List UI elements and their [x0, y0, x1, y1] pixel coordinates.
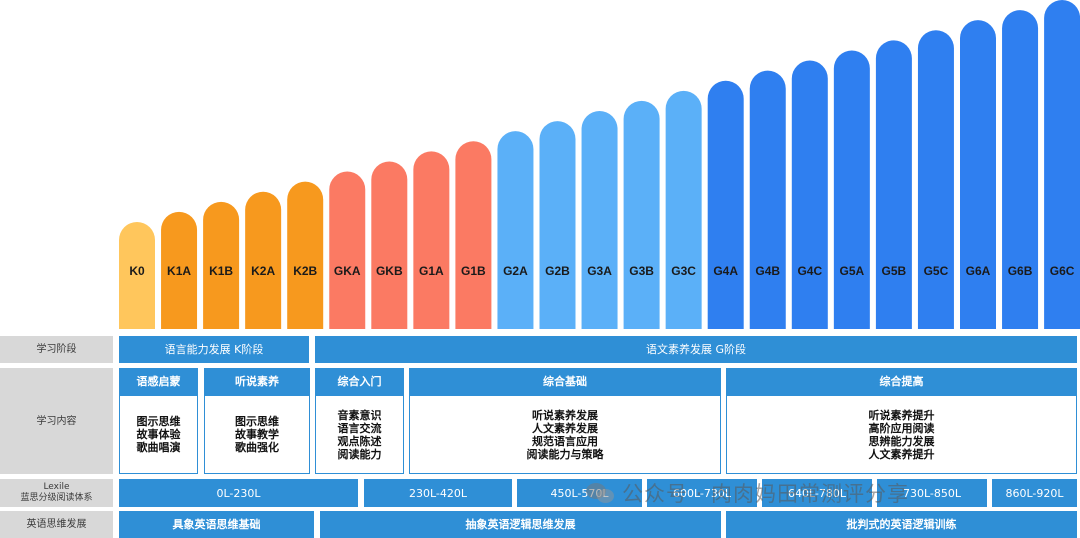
thinking-band: 批判式的英语逻辑训练 [726, 511, 1077, 538]
lexile-range: 600L-730L [647, 479, 757, 507]
bar-g2a [497, 131, 534, 329]
content-col5-item: 听说素养提升 [868, 408, 935, 422]
bar-label-gka: GKA [334, 264, 361, 278]
bar-k1a [161, 211, 198, 329]
bar-label-gkb: GKB [376, 264, 403, 278]
bar-g6a [960, 20, 996, 329]
bar-label-g6c: G6C [1050, 264, 1075, 278]
content-col5-item: 高阶应用阅读 [868, 421, 935, 435]
bar-label-g3c: G3C [671, 264, 696, 278]
lexile-range: 640L-780L [762, 479, 872, 507]
bar-g5b [875, 40, 912, 329]
content-col5-title: 综合提高 [726, 368, 1077, 395]
content-col1-title: 语感启蒙 [119, 368, 198, 395]
bar-label-g2b: G2B [545, 264, 570, 278]
bar-label-g5a: G5A [840, 264, 865, 278]
bar-label-g4a: G4A [713, 264, 738, 278]
bar-label-k2b: K2B [293, 264, 317, 278]
bar-k2a [245, 191, 282, 329]
bar-label-g2a: G2A [503, 264, 528, 278]
stage-g-band: 语文素养发展 G阶段 [315, 336, 1077, 363]
wechat-icon [586, 481, 616, 505]
lexile-range: 860L-920L [992, 479, 1077, 507]
lexile-header-line2: 蓝思分级阅读体系 [20, 493, 93, 503]
content-col3-title: 综合入门 [315, 368, 404, 395]
bar-label-g5b: G5B [882, 264, 907, 278]
content-col2-item: 故事教学 [235, 428, 279, 441]
bar-k2b [287, 181, 324, 329]
content-col5-item: 思辨能力发展 [868, 434, 935, 448]
content-col3-box: 音素意识 语言交流 观点陈述 阅读能力 [315, 395, 404, 474]
content-col2-item: 图示思维 [235, 415, 279, 428]
bar-g4a [707, 80, 744, 330]
content-col4-item: 规范语言应用 [532, 434, 598, 448]
bar-label-g3b: G3B [629, 264, 654, 278]
bar-g6c [1044, 0, 1080, 329]
content-col2-title: 听说素养 [204, 368, 310, 395]
bar-g2b [539, 121, 576, 329]
thinking-band: 抽象英语逻辑思维发展 [320, 511, 721, 538]
content-col5-item: 人文素养提升 [868, 447, 935, 461]
bar-g1a [413, 151, 450, 329]
lexile-range: 0L-230L [119, 479, 358, 507]
bar-g3b [623, 100, 660, 329]
bar-label-g1a: G1A [419, 264, 444, 278]
row-header-lexile: Lexile 蓝思分级阅读体系 [0, 479, 113, 507]
bar-g5a [833, 50, 870, 330]
bar-label-k2a: K2A [251, 264, 275, 278]
lexile-range: 730L-850L [877, 479, 987, 507]
bar-g4c [791, 60, 828, 329]
content-col2-item: 歌曲强化 [235, 441, 279, 454]
bar-label-k1b: K1B [209, 264, 233, 278]
bar-label-g4c: G4C [797, 264, 822, 278]
content-col5-box: 听说素养提升 高阶应用阅读 思辨能力发展 人文素养提升 [726, 395, 1077, 474]
stage-k-band: 语言能力发展 K阶段 [119, 336, 309, 363]
lexile-header-line1: Lexile [43, 482, 70, 492]
bar-g6b [1002, 10, 1039, 329]
bar-g1b [455, 141, 492, 329]
bar-label-g5c: G5C [924, 264, 949, 278]
bar-gka [329, 171, 366, 329]
content-col1-item: 故事体验 [136, 428, 181, 441]
bar-g3a [581, 111, 618, 329]
watermark-text: 公众号 · 肉肉妈田常测评分享 [622, 482, 910, 506]
content-col1-box: 图示思维 故事体验 歌曲唱演 [119, 395, 198, 474]
content-col4-item: 人文素养发展 [532, 421, 598, 435]
bar-label-g4b: G4B [755, 264, 780, 278]
bar-g3c [665, 90, 702, 330]
level-bar-chart: K0 K1A K1B K2A K2B GKA GKB G1A G1B G2A G2B G3A G3B G3… [119, 0, 1080, 330]
bar-label-k0: K0 [129, 264, 145, 278]
content-col1-item: 歌曲唱演 [136, 441, 181, 454]
bar-label-g6a: G6A [966, 264, 991, 278]
content-col4-title: 综合基础 [409, 368, 721, 395]
row-header-stage: 学习阶段 [0, 336, 113, 363]
content-col1-item: 图示思维 [136, 415, 181, 428]
bar-label-k1a: K1A [167, 264, 191, 278]
content-col3-item: 音素意识 [337, 408, 382, 422]
row-header-content: 学习内容 [0, 368, 113, 474]
bar-label-g3a: G3A [587, 264, 612, 278]
content-col2-box: 图示思维 故事教学 歌曲强化 [204, 395, 310, 474]
content-col4-item: 听说素养发展 [532, 408, 598, 422]
content-col3-item: 阅读能力 [337, 447, 382, 461]
bar-label-g6b: G6B [1008, 264, 1033, 278]
bar-g4b [749, 70, 786, 330]
content-col4-box: 听说素养发展 人文素养发展 规范语言应用 阅读能力与策略 [409, 395, 721, 474]
bar-g5c [917, 30, 954, 329]
content-col3-item: 语言交流 [337, 421, 382, 435]
lexile-range: 230L-420L [364, 479, 512, 507]
bar-gkb [371, 161, 408, 329]
thinking-band: 具象英语思维基础 [119, 511, 314, 538]
bar-label-g1b: G1B [461, 264, 486, 278]
content-col4-item: 阅读能力与策略 [526, 447, 604, 461]
content-col3-item: 观点陈述 [337, 434, 382, 448]
bar-k1b [203, 201, 240, 329]
watermark: 公众号 · 肉肉妈田常测评分享 [586, 478, 909, 508]
row-header-thinking: 英语思维发展 [0, 511, 113, 538]
bar-k0 [119, 222, 155, 329]
